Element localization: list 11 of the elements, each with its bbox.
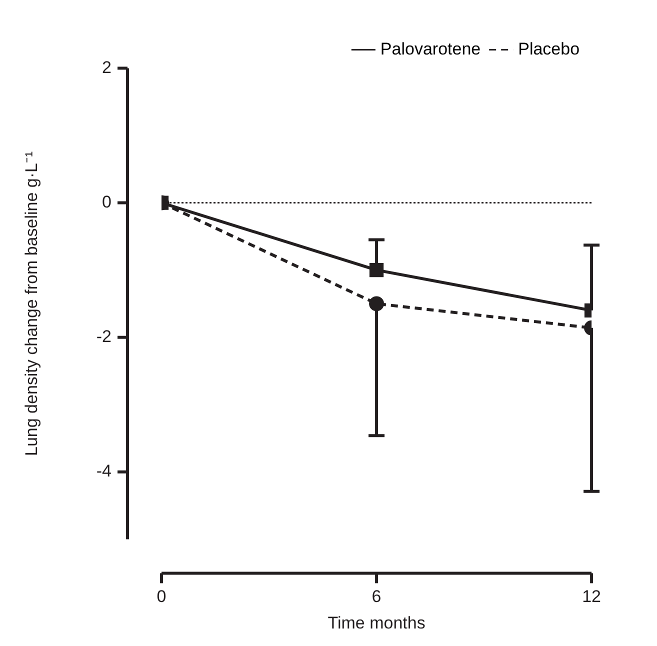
legend-label: Palovarotene bbox=[380, 39, 481, 58]
y-tick-label: 0 bbox=[102, 192, 112, 212]
x-tick-label: 12 bbox=[582, 587, 602, 606]
x-tick-label: 0 bbox=[156, 587, 166, 606]
y-tick-label: -2 bbox=[96, 327, 112, 346]
x-axis-title: Time months bbox=[328, 613, 426, 632]
x-tick-label: 6 bbox=[372, 587, 382, 606]
y-tick-label: 2 bbox=[102, 58, 112, 77]
y-axis-title: Lung density change from baseline g·L⁻¹ bbox=[22, 151, 41, 456]
y-tick-label: -4 bbox=[96, 462, 112, 481]
legend-label: Placebo bbox=[518, 39, 580, 58]
